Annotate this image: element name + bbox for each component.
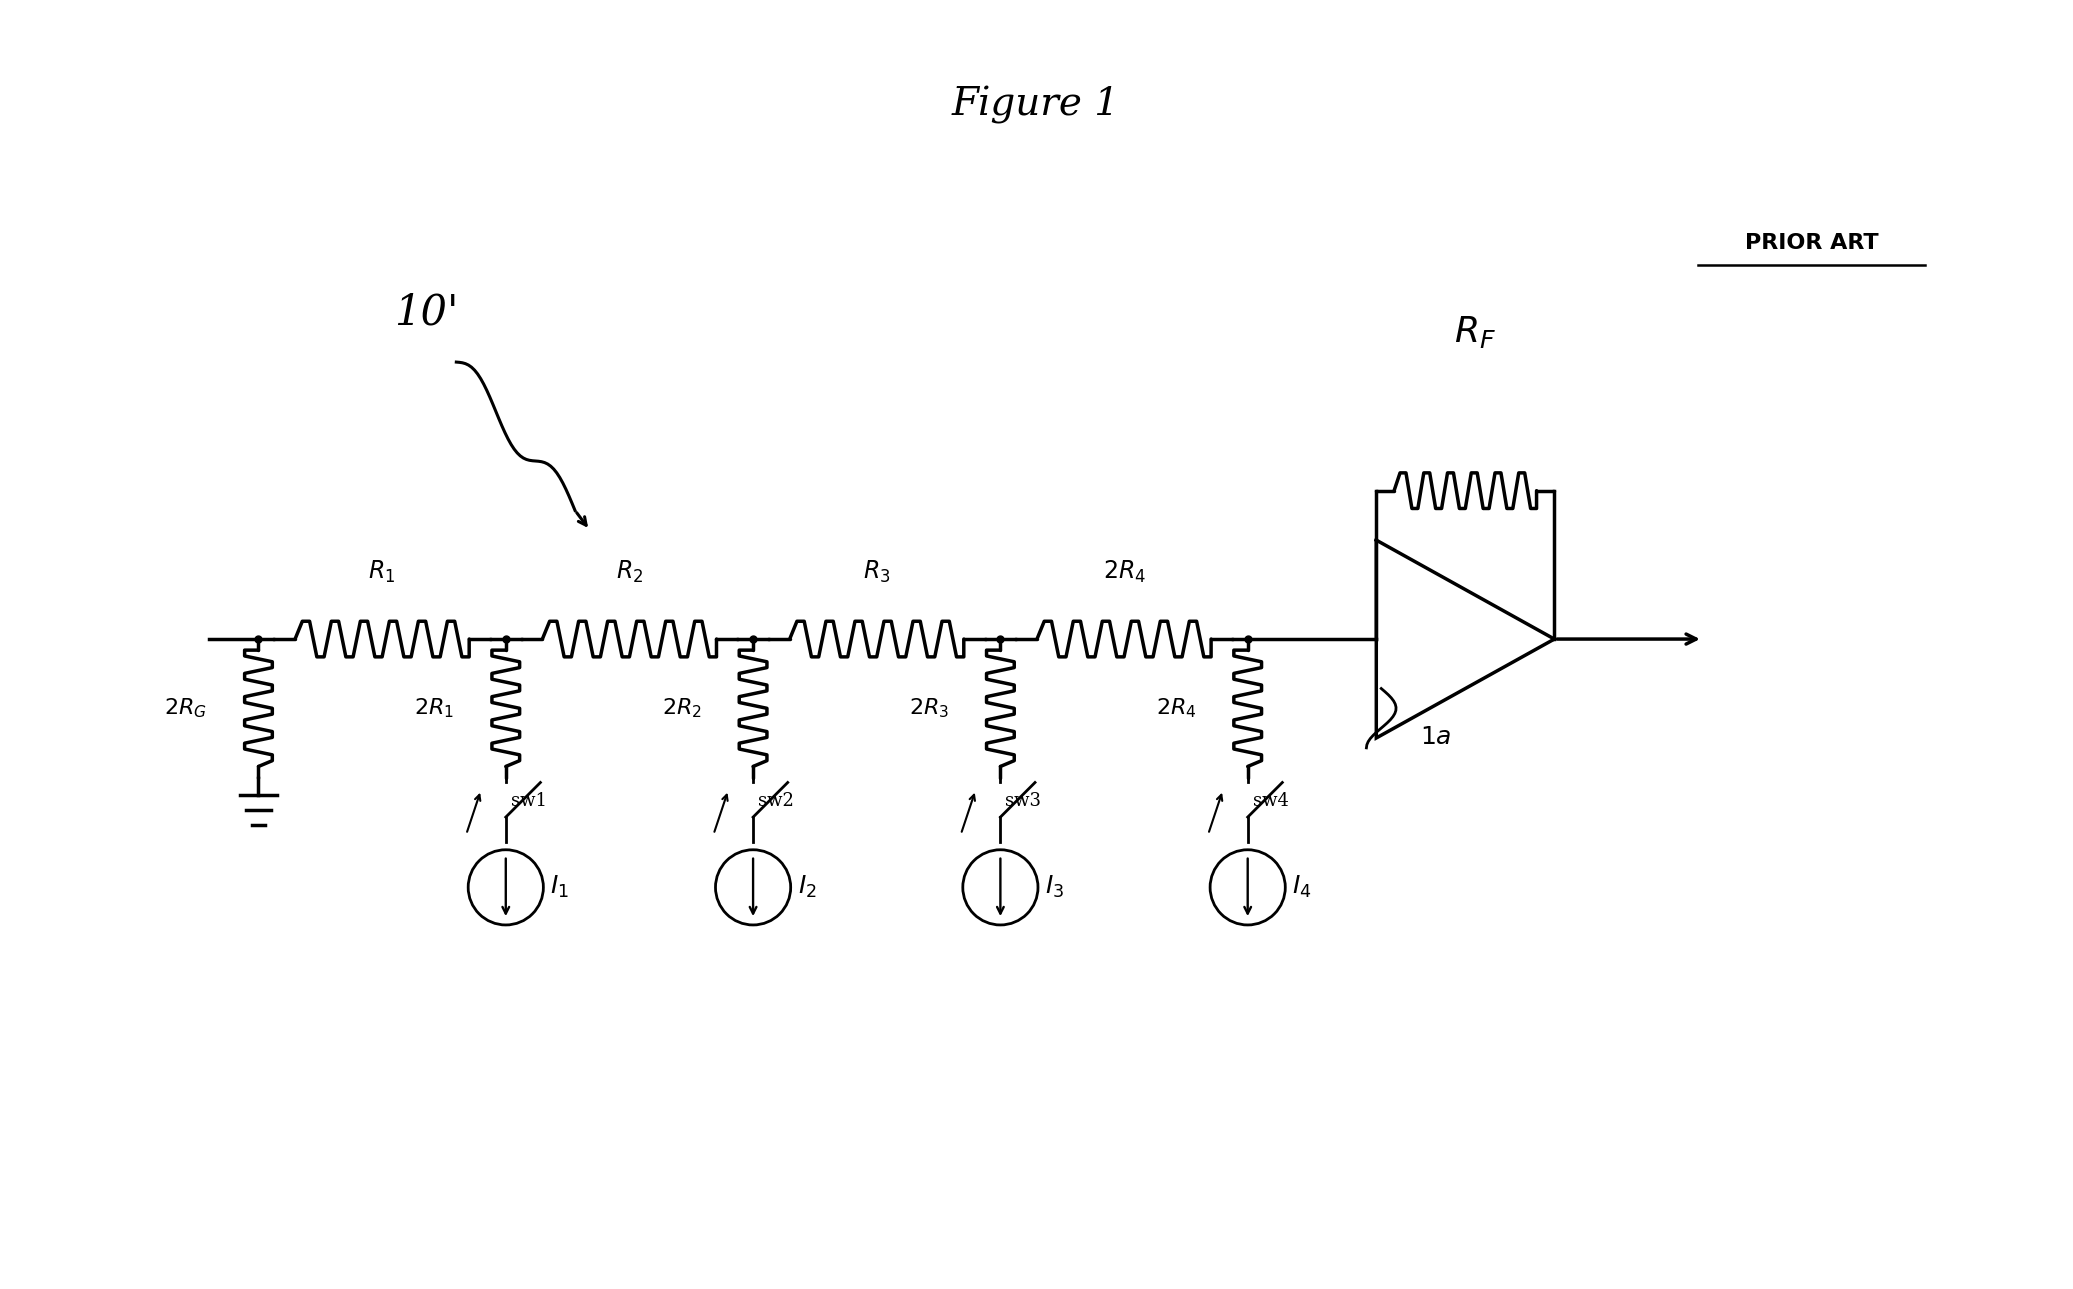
Text: $\mathit{2R}_1$: $\mathit{2R}_1$ — [415, 696, 454, 721]
Text: sw4: sw4 — [1252, 793, 1289, 811]
Text: $\mathit{1a}$: $\mathit{1a}$ — [1420, 727, 1451, 749]
Text: $\mathit{I}_2$: $\mathit{I}_2$ — [798, 874, 817, 901]
Text: $\mathit{I}_1$: $\mathit{I}_1$ — [549, 874, 570, 901]
Text: $\mathit{R}_F$: $\mathit{R}_F$ — [1455, 315, 1497, 351]
Text: $\mathit{2R}_G$: $\mathit{2R}_G$ — [164, 696, 207, 721]
Text: $\mathit{R}_2$: $\mathit{R}_2$ — [616, 558, 643, 585]
Text: PRIOR ART: PRIOR ART — [1745, 233, 1878, 254]
Text: $\mathit{2R}_4$: $\mathit{2R}_4$ — [1155, 696, 1196, 721]
Text: $\mathit{R}_3$: $\mathit{R}_3$ — [862, 558, 891, 585]
Text: sw1: sw1 — [510, 793, 547, 811]
Text: sw2: sw2 — [759, 793, 794, 811]
Text: $\mathit{I}_3$: $\mathit{I}_3$ — [1045, 874, 1063, 901]
Text: $\mathit{R}_1$: $\mathit{R}_1$ — [369, 558, 396, 585]
Text: $\mathit{2R}_3$: $\mathit{2R}_3$ — [908, 696, 949, 721]
Text: $\mathit{2R}_2$: $\mathit{2R}_2$ — [661, 696, 701, 721]
Text: 10': 10' — [394, 291, 458, 334]
Text: $\mathit{2R}_4$: $\mathit{2R}_4$ — [1103, 558, 1146, 585]
Text: Figure 1: Figure 1 — [952, 86, 1119, 124]
Text: $\mathit{I}_4$: $\mathit{I}_4$ — [1291, 874, 1312, 901]
Text: sw3: sw3 — [1005, 793, 1041, 811]
